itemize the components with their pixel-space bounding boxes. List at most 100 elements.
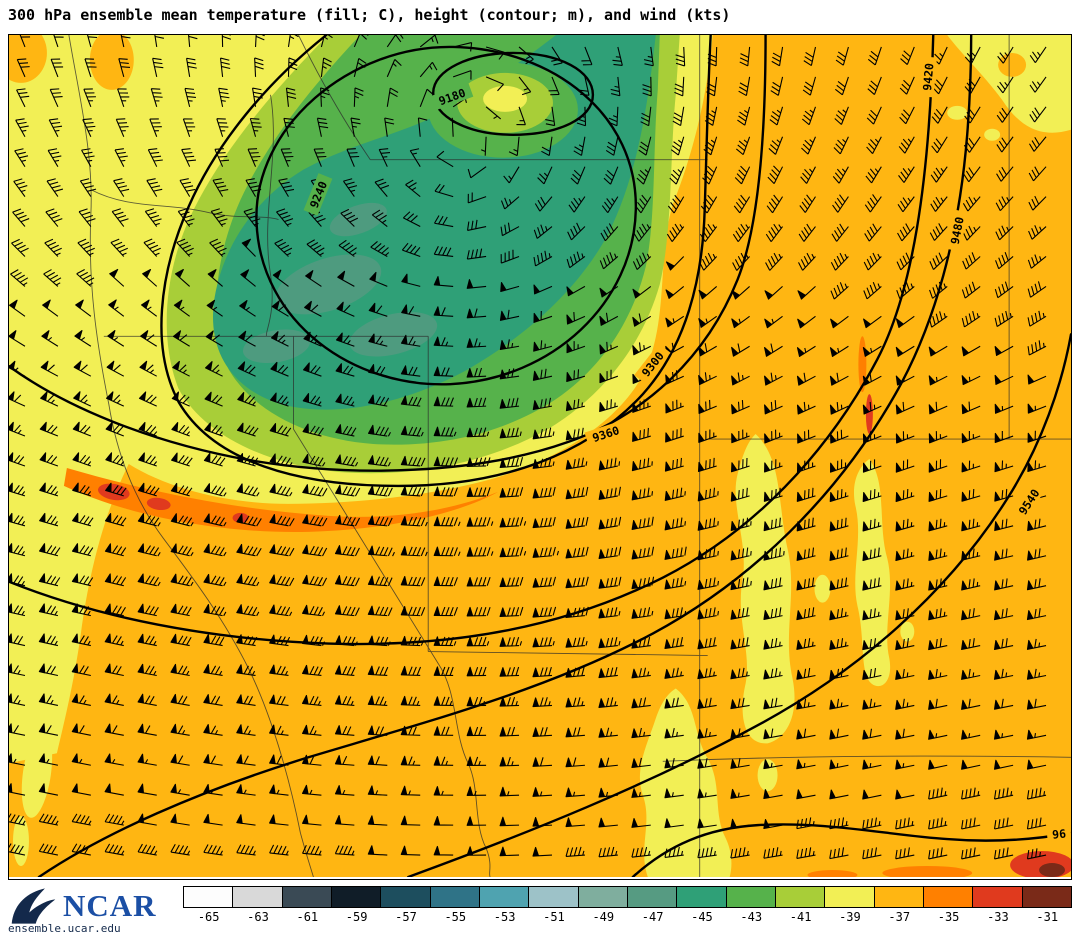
wind-barb <box>1027 548 1047 561</box>
colorbar-tick-label: -39 <box>839 910 861 924</box>
wind-barb <box>631 487 654 501</box>
wind-barb <box>179 178 196 197</box>
site-link[interactable]: ensemble.ucar.edu <box>8 922 121 935</box>
wind-barb <box>863 282 882 300</box>
wind-barb <box>730 637 750 650</box>
wind-barb <box>698 343 717 357</box>
wind-barb <box>152 57 164 78</box>
wind-barb <box>763 547 785 561</box>
wind-barb <box>730 517 752 531</box>
wind-barb <box>643 46 654 67</box>
wind-barb <box>301 724 322 736</box>
wind-barb <box>500 249 520 264</box>
colorbar-cell: -39 <box>824 886 875 924</box>
wind-barb <box>697 517 719 531</box>
wind-barb <box>798 252 816 271</box>
wind-barb <box>731 343 750 357</box>
fill-region-yellow-streak-2 <box>853 458 891 687</box>
wind-barb <box>895 518 915 532</box>
wind-barb <box>566 369 586 383</box>
wind-barb <box>236 422 259 437</box>
wind-barb <box>451 117 457 137</box>
wind-barb <box>994 787 1014 800</box>
wind-barb <box>601 196 619 214</box>
wind-barb <box>665 370 684 385</box>
wind-barb <box>963 136 981 153</box>
wind-barb <box>737 106 751 126</box>
wind-barb <box>895 638 915 651</box>
wind-barb <box>409 148 421 167</box>
wind-barb <box>370 240 390 257</box>
wind-barb <box>832 166 849 184</box>
weather-map: 9180 9240 9300 9360 9420 9480 9540 96 <box>9 35 1071 877</box>
wind-barb <box>796 817 816 830</box>
wind-barb <box>302 844 322 856</box>
wind-barb <box>665 285 685 299</box>
wind-barb <box>599 312 619 326</box>
wind-barb <box>38 723 59 736</box>
wind-barb <box>334 665 356 677</box>
wind-barb <box>280 148 294 167</box>
wind-barb <box>316 117 329 137</box>
wind-barb <box>400 334 421 347</box>
wind-barb <box>672 106 685 127</box>
wind-barb <box>994 460 1014 473</box>
wind-barb <box>400 785 421 796</box>
wind-barb <box>763 517 783 532</box>
wind-barb <box>466 457 491 468</box>
wind-barb <box>269 724 289 736</box>
wind-barb <box>764 400 783 415</box>
wind-barb <box>433 456 459 467</box>
wind-barb <box>466 367 487 378</box>
wind-barb <box>895 817 915 830</box>
wind-barb <box>335 484 361 497</box>
colorbar-swatch <box>824 886 875 908</box>
wind-barb <box>829 759 849 770</box>
wind-barb <box>334 785 355 796</box>
wind-barb <box>367 455 391 467</box>
wind-barb <box>84 58 97 78</box>
wind-barb <box>830 315 849 329</box>
contour-9300 <box>160 35 712 488</box>
wind-barb <box>532 516 556 529</box>
wind-barb <box>42 299 59 317</box>
wind-barb <box>537 166 553 185</box>
wind-barb <box>9 482 26 497</box>
wind-barb <box>72 512 94 527</box>
wind-barb <box>664 577 687 590</box>
wind-barb <box>206 299 223 317</box>
wind-barb <box>666 256 685 271</box>
wind-barb <box>335 363 355 377</box>
wind-barb <box>704 106 718 126</box>
wind-barb <box>466 636 490 647</box>
wind-barb <box>334 605 360 617</box>
wind-barb <box>146 178 163 197</box>
wind-barb <box>39 421 59 437</box>
wind-barb <box>666 223 685 242</box>
wind-barb <box>928 578 948 591</box>
wind-barb <box>598 727 618 738</box>
wind-barb <box>320 57 332 77</box>
colorbar-swatch <box>429 886 480 908</box>
wind-barb <box>340 208 359 227</box>
wind-barb <box>603 166 619 185</box>
wind-barb <box>287 35 299 48</box>
wind-barb <box>368 364 388 377</box>
wind-barb <box>47 148 62 167</box>
wind-barb <box>566 312 586 325</box>
wind-barb <box>400 725 421 736</box>
wind-barb <box>170 633 192 647</box>
wind-barb <box>962 196 981 212</box>
colorbar-tick-label: -41 <box>789 910 812 924</box>
wind-barb <box>466 397 487 408</box>
wind-barb <box>367 485 393 497</box>
wind-barb <box>50 58 64 78</box>
colorbar-swatch <box>330 886 382 908</box>
wind-barb <box>173 299 190 317</box>
wind-barb <box>82 118 96 137</box>
wind-barb <box>367 755 388 766</box>
wind-barb <box>104 663 124 677</box>
wind-barb <box>1029 136 1047 152</box>
wind-barb <box>896 281 915 300</box>
wind-barb <box>243 208 261 227</box>
